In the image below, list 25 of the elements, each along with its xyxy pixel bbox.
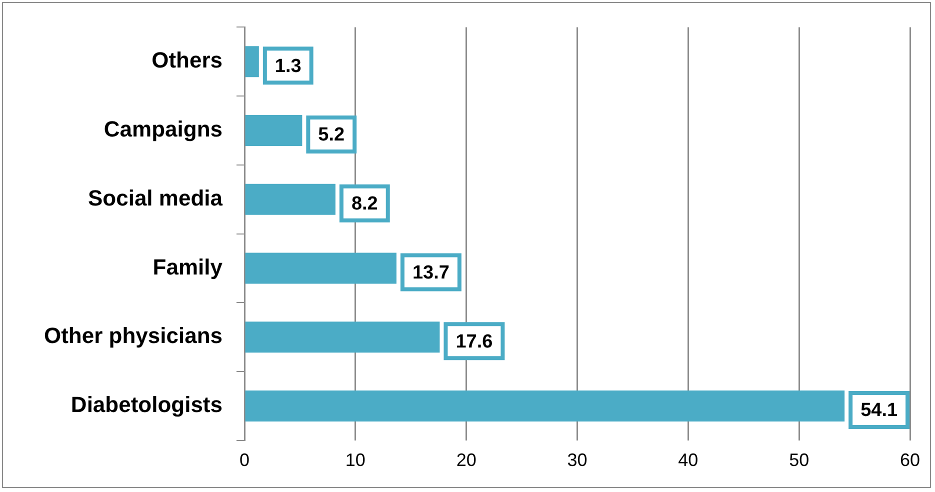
y-tick-label: Diabetologists [70,392,223,418]
data-label: 17.6 [456,331,493,352]
x-tick-label: 40 [678,450,698,470]
x-tick-label: 60 [900,450,920,470]
data-label: 8.2 [351,194,378,215]
y-tick-label: Others [152,48,223,73]
x-tick-label: 0 [239,450,250,470]
bar [245,46,259,78]
data-label: 54.1 [860,400,898,422]
bar [245,115,302,146]
x-tick-label: 30 [567,450,588,470]
x-tick-label: 10 [345,450,366,470]
bar [245,184,336,215]
data-label: 13.7 [412,262,450,284]
x-tick-label: 50 [789,450,810,470]
y-tick-label: Campaigns [104,116,223,142]
y-tick-label: Social media [88,185,224,210]
x-tick-label: 20 [456,450,476,470]
data-label: 5.2 [318,124,345,146]
bar [245,390,845,422]
y-tick-label: Other physicians [44,323,223,348]
bar [245,322,440,353]
y-tick-label: Family [152,254,224,280]
data-label: 1.3 [274,56,302,77]
bar [245,252,396,284]
